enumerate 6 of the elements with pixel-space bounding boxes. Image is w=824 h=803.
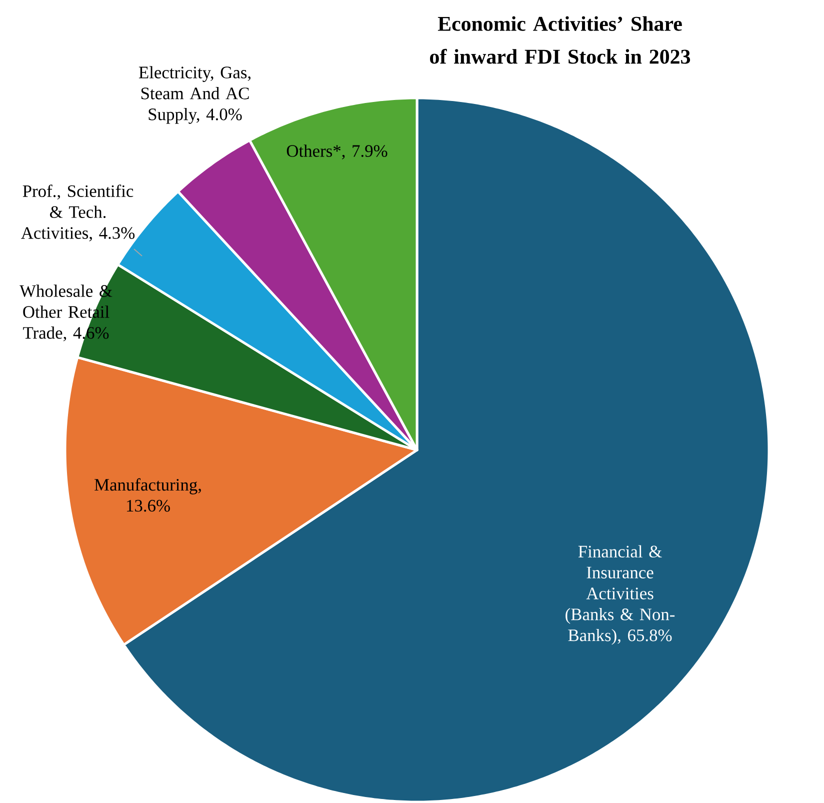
slice-label: Others*, 7.9% [286, 144, 388, 160]
chart-title: Economic Activities’ Share of inward FDI Stock in 2023 [430, 16, 690, 64]
slice-label: Prof., Scientific & Tech. Activities, 4.3% [21, 184, 135, 242]
slice-label: Manufacturing, 13.6% [94, 478, 201, 512]
slice-label: Financial & Insurance Activities (Banks & Non-Banks), 65.8% [566, 545, 675, 645]
slice-label: Electricity, Gas, Steam And AC Supply, 4.0% [138, 66, 250, 124]
